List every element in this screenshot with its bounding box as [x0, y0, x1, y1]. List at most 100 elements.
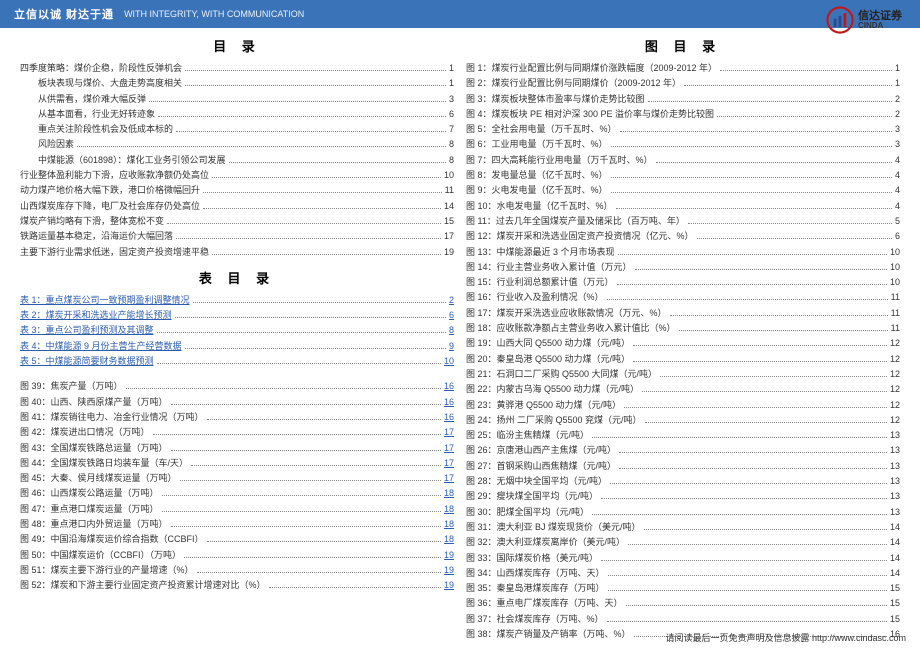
toc-item-title: 图 4：煤炭板块 PE 相对沪深 300 PE 溢价率与煤价走势比较图 — [466, 107, 714, 122]
toc-line: 图 33：国际煤炭价格（美元/吨） 14 — [466, 551, 900, 566]
toc-dots — [610, 483, 887, 484]
toc-dots — [608, 575, 887, 576]
toc-item-title: 从供需看，煤价难大幅反弹 — [38, 92, 146, 107]
toc-line: 图 37：社会煤炭库存（万吨、%）15 — [466, 612, 900, 627]
toc-item-title: 重点关注阶段性机会及低成本标的 — [38, 122, 173, 137]
toc-dots — [592, 437, 887, 438]
toc-line: 图 1：煤炭行业配置比例与同期煤价涨跌幅度（2009-2012 年）1 — [466, 61, 900, 76]
toc-item-title: 图 33：国际煤炭价格（美元/吨） — [466, 551, 598, 566]
toc-line[interactable]: 表 3：重点公司盈利预测及其调整 8 — [20, 323, 454, 338]
toc-item-title: 动力煤产地价格大幅下跌，港口价格微幅回升 — [20, 183, 200, 198]
toc-page: 11 — [891, 321, 900, 336]
toc-line: 风险因素 8 — [20, 137, 454, 152]
toc-item-title: 图 51：煤炭主要下游行业的产量增速（%） — [20, 563, 194, 578]
toc-item-title: 图 34：山西煤炭库存（万吨、天） — [466, 566, 605, 581]
toc-item-title: 风险因素 — [38, 137, 74, 152]
toc-line: 图 20：秦皇岛港 Q5500 动力煤（元/吨）12 — [466, 352, 900, 367]
toc-line: 四季度策略：煤价企稳，阶段性反弹机会1 — [20, 61, 454, 76]
toc-line: 图 16：行业收入及盈利情况（%）11 — [466, 290, 900, 305]
toc-page: 18 — [444, 532, 454, 547]
toc-item-title: 主要下游行业需求低迷，固定资产投资增速平稳 — [20, 245, 209, 260]
toc-line: 图 43：全国煤炭铁路总运量（万吨）17 — [20, 441, 454, 456]
toc-line[interactable]: 表 1：重点煤炭公司一致预期盈利调整情况2 — [20, 293, 454, 308]
toc-dots — [619, 452, 887, 453]
toc-item-title: 图 6：工业用电量（万千瓦时、%） — [466, 137, 608, 152]
toc-dots — [617, 284, 887, 285]
toc-item-title: 图 37：社会煤炭库存（万吨、%） — [466, 612, 604, 627]
toc-line: 图 31：澳大利亚 BJ 煤炭现货价（美元/吨）14 — [466, 520, 900, 535]
toc-item-title: 图 2：煤炭行业配置比例与同期煤价（2009-2012 年） — [466, 76, 681, 91]
toc-item-title: 图 26：京唐港山西产主焦煤（元/吨） — [466, 443, 616, 458]
toc-line[interactable]: 表 5：中煤能源简要财务数据预测10 — [20, 354, 454, 369]
toc-page: 1 — [895, 61, 900, 76]
logo-cn: 信达证券 — [858, 10, 902, 22]
toc-item-title: 图 36：重点电厂煤炭库存（万吨、天） — [466, 596, 623, 611]
toc-page: 8 — [449, 137, 454, 152]
toc-line: 山西煤炭库存下降，电厂及社会库存仍处高位14 — [20, 199, 454, 214]
toc-line: 中煤能源（601898）：煤化工业务引领公司发展8 — [20, 153, 454, 168]
toc-item-title: 图 52：煤炭和下游主要行业固定资产投资累计增速对比（%） — [20, 578, 266, 593]
toc-page: 4 — [895, 168, 900, 183]
toc-item-title: 图 18：应收账款净额占主营业务收入累计值比（%） — [466, 321, 676, 336]
toc-item-title: 图 42：煤炭进出口情况（万吨） — [20, 425, 150, 440]
toc-dots — [77, 146, 446, 147]
toc-line: 重点关注阶段性机会及低成本标的7 — [20, 122, 454, 137]
toc-page: 8 — [449, 323, 454, 338]
footer: 请阅读最后一页免责声明及信息披露 http://www.cindasc.com — [665, 631, 906, 644]
toc-line: 图 41：煤炭销往电力、冶金行业情况（万吨）16 — [20, 410, 454, 425]
toc-line: 图 24：扬州 二厂采购 Q5500 兖煤（元/吨）12 — [466, 413, 900, 428]
tables-title: 表 目 录 — [20, 268, 454, 287]
toc-line: 图 35：秦皇岛港煤炭库存（万吨）15 — [466, 581, 900, 596]
toc-dots — [176, 131, 446, 132]
toc-item-title: 图 49：中国沿海煤炭运价综合指数（CCBFI） — [20, 532, 204, 547]
toc-line: 图 25：临汾主焦精煤（元/吨）13 — [466, 428, 900, 443]
toc-line: 图 52：煤炭和下游主要行业固定资产投资累计增速对比（%）19 — [20, 578, 454, 593]
toc-page: 17 — [444, 456, 454, 471]
toc-page: 11 — [445, 183, 454, 198]
toc-page: 13 — [890, 474, 900, 489]
toc-item-title: 表 3：重点公司盈利预测及其调整 — [20, 323, 154, 338]
toc-dots — [157, 332, 446, 333]
toc-dots — [229, 162, 446, 163]
toc-page: 13 — [890, 489, 900, 504]
toc-dots — [185, 70, 446, 71]
toc-line: 图 36：重点电厂煤炭库存（万吨、天）15 — [466, 596, 900, 611]
toc-line: 图 17：煤炭开采洗选业应收账款情况（万元、%）11 — [466, 306, 900, 321]
toc-item-title: 图 16：行业收入及盈利情况（%） — [466, 290, 604, 305]
toc-page: 17 — [444, 441, 454, 456]
toc-line: 从基本面看，行业无好转迹象6 — [20, 107, 454, 122]
toc-dots — [171, 404, 441, 405]
toc-item-title: 图 11：过去几年全国煤炭产量及储采比（百万吨、年） — [466, 214, 685, 229]
toc-dots — [162, 511, 441, 512]
toc-dots — [175, 317, 446, 318]
toc-page: 2 — [449, 293, 454, 308]
toc-page: 12 — [890, 336, 900, 351]
toc-page: 14 — [444, 199, 454, 214]
toc-page: 11 — [891, 306, 900, 321]
toc-page: 14 — [890, 551, 900, 566]
toc-page: 3 — [895, 122, 900, 137]
toc-line: 板块表现与煤价、大盘走势高度相关1 — [20, 76, 454, 91]
toc-line: 图 11：过去几年全国煤炭产量及储采比（百万吨、年）5 — [466, 214, 900, 229]
toc-line[interactable]: 表 2：煤炭开采和洗选业产能增长预测6 — [20, 308, 454, 323]
toc-page: 13 — [890, 443, 900, 458]
toc-page: 16 — [444, 410, 454, 425]
toc-line: 动力煤产地价格大幅下跌，港口价格微幅回升 11 — [20, 183, 454, 198]
toc-dots — [616, 208, 892, 209]
toc-item-title: 图 44：全国煤炭铁路日均装车量（车/天） — [20, 456, 188, 471]
toc-line[interactable]: 表 4：中煤能源 9 月份主营生产经营数据9 — [20, 339, 454, 354]
toc-dots — [656, 162, 892, 163]
toc-page: 18 — [444, 486, 454, 501]
toc-page: 12 — [890, 382, 900, 397]
toc-item-title: 图 13：中煤能源最近 3 个月市场表现 — [466, 245, 615, 260]
toc-page: 9 — [449, 339, 454, 354]
toc-dots — [633, 361, 887, 362]
toc-page: 16 — [444, 395, 454, 410]
toc-page: 4 — [895, 153, 900, 168]
toc-line: 图 50：中国煤炭运价（CCBFI）（万吨）19 — [20, 548, 454, 563]
toc-line: 图 26：京唐港山西产主焦煤（元/吨） 13 — [466, 443, 900, 458]
toc-page: 19 — [444, 245, 454, 260]
toc-dots — [618, 254, 887, 255]
toc-page: 15 — [444, 214, 454, 229]
toc-page: 12 — [890, 367, 900, 382]
